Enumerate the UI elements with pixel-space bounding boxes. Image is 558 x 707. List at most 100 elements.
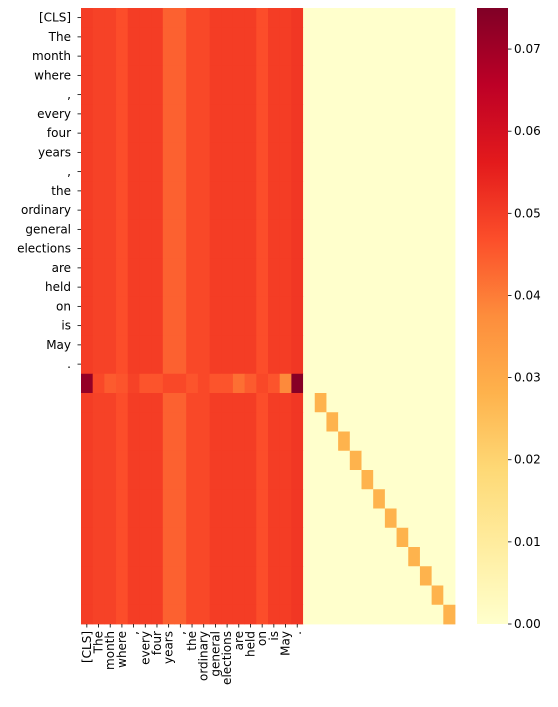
heatmap-cell bbox=[443, 354, 456, 375]
heatmap-cell bbox=[268, 239, 281, 259]
heatmap-cell bbox=[116, 181, 129, 201]
heatmap-cell bbox=[396, 239, 409, 259]
heatmap-cell bbox=[419, 296, 433, 317]
heatmap-cell bbox=[384, 585, 397, 606]
heatmap-cell bbox=[92, 527, 105, 548]
heatmap-cell bbox=[384, 162, 397, 182]
heatmap-cell bbox=[127, 46, 140, 67]
heatmap-cell bbox=[221, 566, 234, 586]
heatmap-cell bbox=[139, 8, 152, 28]
heatmap-cell bbox=[291, 508, 304, 529]
heatmap-cell bbox=[162, 46, 175, 67]
heatmap-cell bbox=[384, 8, 397, 28]
heatmap-cell bbox=[338, 277, 351, 298]
heatmap-cell bbox=[443, 489, 456, 509]
heatmap-cell bbox=[197, 123, 210, 144]
heatmap-cell bbox=[209, 527, 222, 548]
heatmap-cell bbox=[396, 200, 409, 221]
heatmap-cell bbox=[127, 393, 140, 413]
heatmap-cell bbox=[209, 335, 222, 355]
heatmap-cell bbox=[384, 470, 397, 490]
heatmap-cell bbox=[443, 85, 456, 105]
heatmap-cell bbox=[151, 8, 164, 28]
x-tick-label: elections bbox=[220, 631, 234, 685]
heatmap-cell bbox=[384, 219, 397, 240]
heatmap-cell bbox=[186, 373, 199, 394]
heatmap-cell bbox=[268, 547, 281, 567]
heatmap-cell bbox=[81, 527, 94, 548]
heatmap-cell bbox=[361, 27, 374, 47]
heatmap-cell bbox=[244, 508, 257, 529]
heatmap-cell bbox=[209, 123, 222, 144]
heatmap-cell bbox=[431, 277, 444, 298]
heatmap-cell bbox=[373, 277, 386, 298]
y-tick-label: general bbox=[25, 222, 71, 236]
heatmap-cell bbox=[326, 85, 339, 105]
heatmap-cell bbox=[92, 566, 105, 586]
heatmap-cell bbox=[349, 277, 362, 298]
heatmap-cell bbox=[104, 489, 117, 509]
heatmap-cell bbox=[127, 412, 140, 432]
heatmap-cell bbox=[221, 142, 234, 163]
heatmap-cell bbox=[186, 354, 199, 375]
heatmap-cell bbox=[326, 354, 339, 375]
heatmap-cell bbox=[314, 239, 327, 259]
heatmap-cell bbox=[151, 450, 164, 471]
heatmap-cell bbox=[373, 142, 386, 163]
heatmap-cell bbox=[221, 296, 234, 317]
heatmap-cell bbox=[92, 547, 105, 567]
heatmap-cell bbox=[408, 547, 421, 567]
heatmap-cell bbox=[443, 277, 456, 298]
heatmap-cell bbox=[162, 181, 175, 201]
heatmap-cell bbox=[139, 335, 152, 355]
heatmap-cell bbox=[116, 316, 129, 336]
x-tick-label: are bbox=[232, 631, 246, 650]
heatmap-cell bbox=[162, 489, 175, 509]
heatmap-cell bbox=[408, 316, 421, 336]
heatmap-cell bbox=[162, 65, 175, 86]
heatmap-cell bbox=[431, 335, 444, 355]
heatmap-cell bbox=[326, 8, 339, 28]
heatmap-cell bbox=[104, 354, 117, 375]
heatmap-cell bbox=[291, 431, 304, 452]
heatmap-cell bbox=[162, 219, 175, 240]
heatmap-cell bbox=[443, 123, 456, 144]
heatmap-cell bbox=[396, 296, 409, 317]
heatmap-cell bbox=[408, 393, 421, 413]
heatmap-cell bbox=[443, 8, 456, 28]
heatmap-cell bbox=[291, 335, 304, 355]
heatmap-cell bbox=[384, 393, 397, 413]
heatmap-cell bbox=[232, 142, 246, 163]
heatmap-cell bbox=[291, 450, 304, 471]
heatmap-cell bbox=[279, 296, 292, 317]
heatmap-cell bbox=[221, 470, 234, 490]
heatmap-cell bbox=[268, 85, 281, 105]
heatmap-cell bbox=[314, 162, 327, 182]
heatmap-cell bbox=[419, 181, 433, 201]
heatmap-cell bbox=[314, 470, 327, 490]
heatmap-cell bbox=[326, 508, 339, 529]
heatmap-cell bbox=[186, 585, 199, 606]
heatmap-cell bbox=[349, 450, 362, 471]
heatmap-cell bbox=[151, 239, 164, 259]
heatmap-cell bbox=[396, 277, 409, 298]
heatmap-cell bbox=[349, 296, 362, 317]
heatmap-cell bbox=[419, 431, 433, 452]
heatmap-cell bbox=[104, 547, 117, 567]
x-tick-label: . bbox=[290, 631, 304, 635]
heatmap-cell bbox=[326, 527, 339, 548]
heatmap-cell bbox=[256, 431, 269, 452]
heatmap-cell bbox=[92, 219, 105, 240]
heatmap-cell bbox=[162, 27, 175, 47]
heatmap-cell bbox=[396, 412, 409, 432]
heatmap-cell bbox=[408, 470, 421, 490]
heatmap-cell bbox=[92, 123, 105, 144]
heatmap-cell bbox=[431, 393, 444, 413]
heatmap-cell bbox=[291, 162, 304, 182]
heatmap-cell bbox=[232, 296, 246, 317]
heatmap-cell bbox=[279, 316, 292, 336]
heatmap-cell bbox=[139, 123, 152, 144]
heatmap-cell bbox=[279, 412, 292, 432]
heatmap-cell bbox=[174, 566, 187, 586]
heatmap-cell bbox=[221, 27, 234, 47]
